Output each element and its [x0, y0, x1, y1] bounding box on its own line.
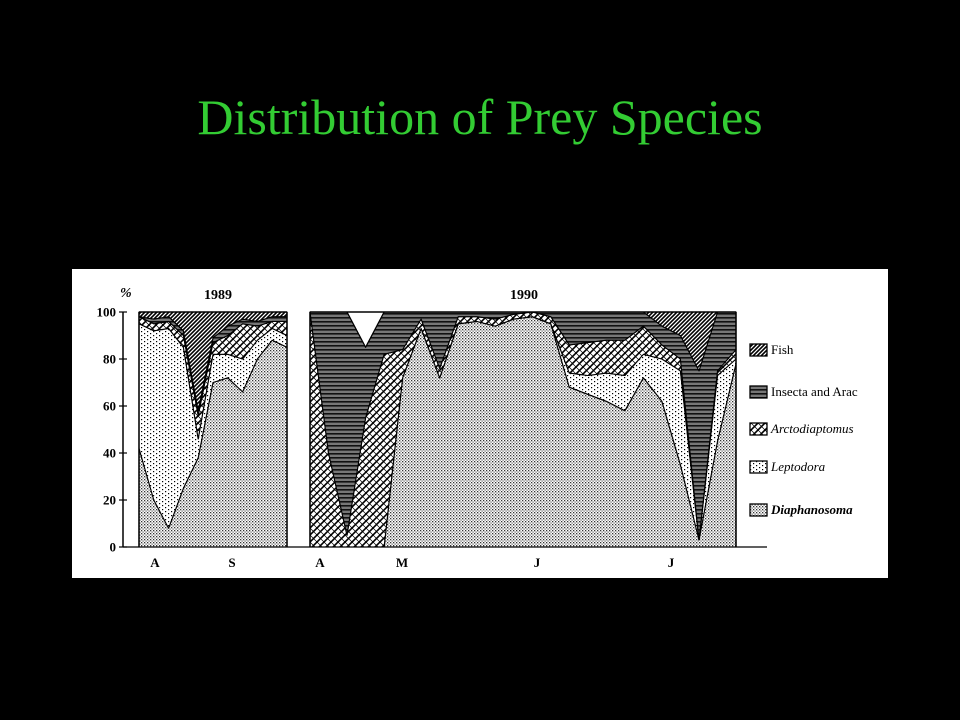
month-label: J: [534, 555, 541, 570]
month-label: A: [150, 555, 160, 570]
legend-swatch: [749, 385, 768, 399]
legend-item-diaphanosoma: Diaphanosoma: [749, 502, 853, 517]
year-label: 1989: [204, 288, 232, 303]
legend-label: Arctodiaptomus: [770, 421, 854, 436]
panel-1990: 1990 A M J J: [309, 288, 737, 570]
legend-swatch: [749, 343, 768, 357]
legend-swatch: [749, 460, 768, 474]
stacked-area-chart: 1989 A S 1990 A M J J 0 20 40 60 80 100% Fish Insecta…: [97, 286, 858, 570]
month-label: M: [396, 555, 408, 570]
month-label: J: [668, 555, 675, 570]
legend-item-arctodiaptomus: Arctodiaptomus: [749, 421, 854, 436]
month-label: A: [315, 555, 325, 570]
y-tick-label: 60: [103, 399, 116, 414]
y-tick-label: 100: [97, 305, 117, 320]
legend-swatch: [749, 422, 768, 436]
legend-label: Insecta and Arac: [771, 384, 858, 399]
y-unit-label: %: [120, 286, 132, 301]
legend-item-insecta-and-arac: Insecta and Arac: [749, 384, 858, 399]
y-tick-label: 20: [103, 493, 116, 508]
legend-label: Leptodora: [770, 459, 826, 474]
y-tick-label: 80: [103, 352, 116, 367]
slide-title: Distribution of Prey Species: [197, 89, 763, 145]
legend-item-leptodora: Leptodora: [749, 459, 826, 474]
year-label: 1990: [510, 288, 538, 303]
legend-item-fish: Fish: [749, 342, 794, 357]
month-label: S: [228, 555, 235, 570]
panel-1989: 1989 A S: [138, 288, 288, 570]
chart-figure: 1989 A S 1990 A M J J 0 20 40 60 80 100% Fish Insecta…: [72, 269, 888, 578]
legend-label: Fish: [771, 342, 794, 357]
y-tick-label: 40: [103, 446, 116, 461]
y-tick-label: 0: [110, 540, 117, 555]
legend-label: Diaphanosoma: [770, 502, 853, 517]
legend-swatch: [749, 503, 768, 517]
